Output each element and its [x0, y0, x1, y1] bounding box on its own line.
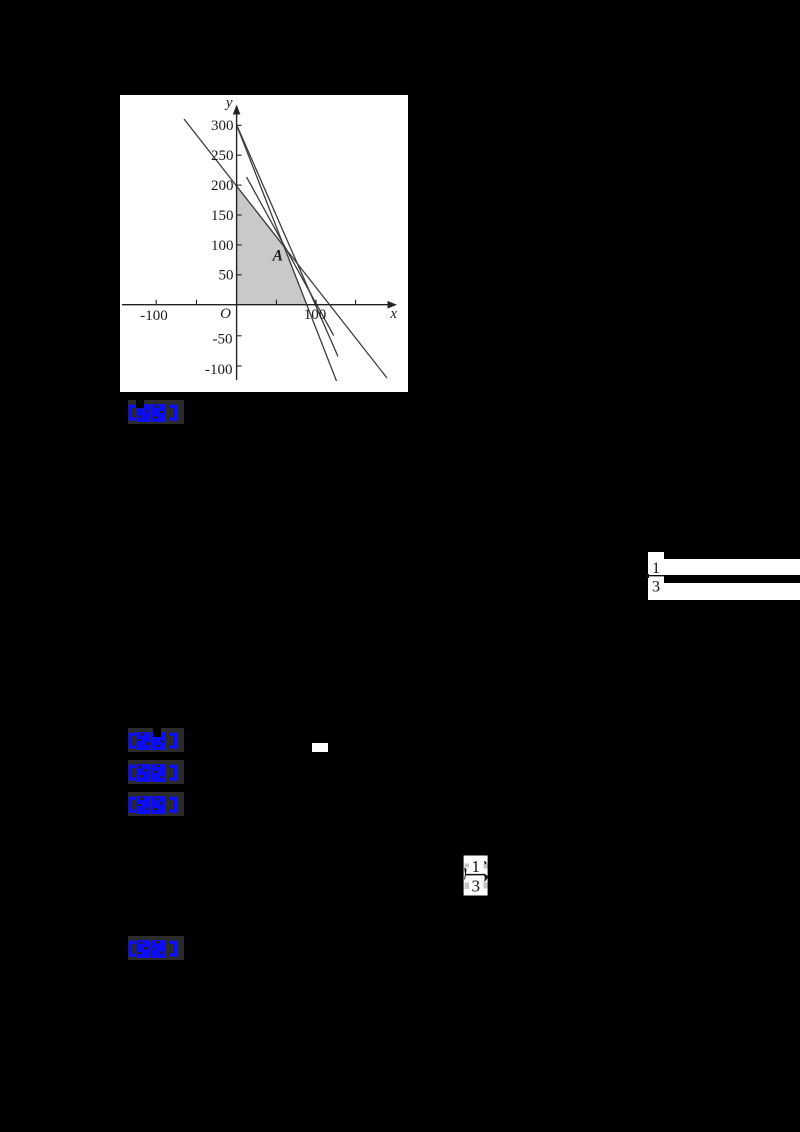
- svg-text:50: 50: [219, 268, 234, 284]
- svg-text:x: x: [389, 306, 397, 322]
- svg-text:100: 100: [211, 238, 234, 254]
- svg-text:250: 250: [211, 148, 234, 164]
- svg-text:A: A: [272, 247, 283, 264]
- svg-text:150: 150: [211, 208, 234, 224]
- svg-text:1: 1: [471, 857, 480, 876]
- svg-text:O: O: [220, 306, 231, 322]
- svg-text:200: 200: [211, 178, 234, 194]
- svg-text:-50: -50: [213, 332, 233, 348]
- svg-text:300: 300: [211, 118, 234, 134]
- svg-text:-100: -100: [205, 362, 233, 378]
- svg-text:3: 3: [471, 877, 480, 896]
- svg-text:y: y: [224, 95, 233, 111]
- svg-text:100: 100: [304, 307, 327, 323]
- svg-text:-100: -100: [140, 308, 168, 324]
- svg-text:3: 3: [652, 579, 660, 596]
- svg-text:1: 1: [652, 560, 660, 577]
